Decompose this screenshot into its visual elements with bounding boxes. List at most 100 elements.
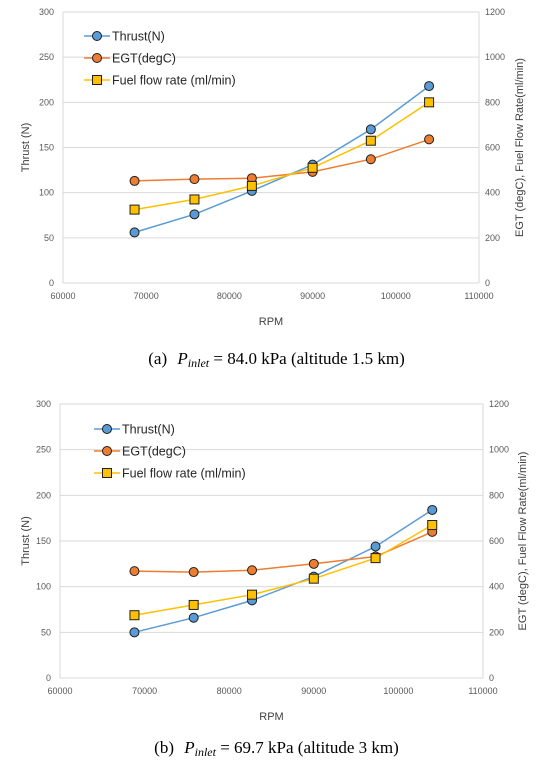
chart-a-ytick-right: 600 [485, 143, 500, 153]
chart-a-series-line-fuel [134, 101, 430, 211]
chart-a-point-thrust [189, 209, 200, 220]
chart-a-ytick-right: 1000 [485, 52, 505, 62]
chart-a-svg: 0 50 100 150 200 250 300 0 200 400 600 800 1000 1200 6… [20, 7, 526, 328]
chart-b-point-thrust [129, 627, 140, 638]
chart-a-ytick-left: 300 [39, 7, 54, 17]
chart-a-ylabel-left: Thrust (N) [20, 123, 32, 173]
chart-a-point-fuel [365, 135, 376, 146]
chart-b-ytick-left: 0 [46, 673, 51, 683]
chart-b-ytick-right: 1200 [489, 399, 509, 409]
chart-a-point-fuel [129, 204, 140, 215]
chart-b-ytick-left: 300 [36, 399, 51, 409]
chart-panel-b: 0 50 100 150 200 250 300 0 200 400 600 800 1000 1200 6… [0, 393, 553, 733]
chart-b-point-fuel [188, 599, 199, 610]
chart-a-point-fuel [189, 194, 200, 205]
chart-b-ytick-right: 600 [489, 536, 504, 546]
chart-a-point-fuel [424, 97, 435, 108]
chart-b-series-line-fuel [134, 524, 433, 616]
chart-a-xtick: 80000 [217, 291, 242, 301]
chart-b-legend-label: EGT(degC) [122, 445, 186, 459]
caption-b-symbol: P [184, 738, 195, 757]
chart-b-legend-label: Thrust(N) [122, 423, 175, 437]
chart-a-xtick: 110000 [464, 291, 493, 301]
chart-a-legend-marker [92, 75, 102, 85]
chart-b-point-thrust [370, 541, 381, 552]
chart-b-point-egt [247, 565, 258, 576]
chart-b-ytick-left: 250 [36, 445, 51, 455]
caption-b-subscript: inlet [194, 745, 216, 759]
chart-b-legend-marker [102, 468, 112, 478]
chart-b-series-line-thrust [134, 509, 433, 634]
chart-b-ytick-right: 200 [489, 627, 504, 637]
chart-a-legend-label: EGT(degC) [112, 52, 176, 66]
chart-b-ytick-left: 200 [36, 490, 51, 500]
chart-b-xlabel: RPM [259, 711, 283, 723]
chart-a-legend-label: Thrust(N) [112, 30, 165, 44]
chart-b-ytick-left: 100 [36, 582, 51, 592]
caption-b: (b) Pinlet = 69.7 kPa (altitude 3 km) [0, 738, 553, 760]
chart-b-point-egt [129, 566, 140, 577]
caption-b-text: = 69.7 kPa (altitude 3 km) [220, 738, 399, 757]
chart-b-xtick: 80000 [217, 686, 242, 696]
chart-a-ytick-right: 400 [485, 188, 500, 198]
chart-a-ytick-left: 200 [39, 97, 54, 107]
chart-b-point-fuel [427, 520, 438, 531]
caption-b-label: (b) [154, 738, 174, 757]
chart-b-point-fuel [129, 610, 140, 621]
chart-b-ylabel-left: Thrust (N) [20, 516, 32, 566]
caption-a-text: = 84.0 kPa (altitude 1.5 km) [213, 349, 405, 368]
chart-a-ytick-left: 0 [49, 278, 54, 288]
chart-a-ytick-left: 150 [39, 143, 54, 153]
chart-a-xtick: 100000 [381, 291, 411, 301]
chart-b-xtick: 100000 [383, 686, 413, 696]
chart-a-xtick: 60000 [50, 291, 75, 301]
chart-b-xtick: 60000 [47, 686, 72, 696]
chart-b-point-egt [308, 558, 319, 569]
chart-b-xtick: 70000 [132, 686, 157, 696]
chart-a-ytick-left: 100 [39, 188, 54, 198]
chart-a-point-thrust [129, 227, 140, 238]
chart-b-ylabel-right: EGT (degC), Fuel Flow Rate(ml/min) [517, 452, 529, 631]
chart-b-legend-marker [102, 424, 112, 434]
chart-b-point-thrust [427, 504, 438, 515]
chart-a-ytick-left: 50 [44, 233, 54, 243]
chart-a-ytick-left: 250 [39, 52, 54, 62]
chart-a-xtick: 70000 [134, 291, 159, 301]
chart-b-xtick: 110000 [468, 686, 497, 696]
chart-b-point-fuel [370, 553, 381, 564]
chart-b-ytick-right: 0 [489, 673, 494, 683]
chart-b-point-fuel [308, 573, 319, 584]
chart-a-series-line-egt [134, 138, 430, 182]
chart-b-ytick-right: 1000 [489, 445, 509, 455]
chart-a-point-egt [189, 174, 200, 185]
chart-a-ylabel-right: EGT (degC), Fuel Flow Rate(ml/min) [514, 58, 526, 237]
chart-a-ytick-right: 0 [485, 278, 490, 288]
chart-b-point-fuel [247, 589, 258, 600]
chart-a-legend-marker [92, 31, 102, 41]
caption-a-subscript: inlet [187, 356, 210, 370]
chart-a-ytick-right: 800 [485, 97, 500, 107]
caption-a-symbol: P [177, 349, 188, 368]
chart-a-legend-marker [92, 53, 102, 63]
chart-b-svg: 0 50 100 150 200 250 300 0 200 400 600 800 1000 1200 6… [20, 399, 529, 723]
chart-b-point-egt [188, 567, 199, 578]
chart-a-ytick-right: 200 [485, 233, 500, 243]
chart-a-point-fuel [307, 162, 318, 173]
chart-b-ytick-left: 50 [41, 627, 51, 637]
chart-b-ytick-left: 150 [36, 536, 51, 546]
chart-a-point-egt [424, 134, 435, 145]
chart-a-xlabel: RPM [259, 316, 283, 328]
chart-a-point-egt [129, 175, 140, 186]
chart-panel-a: 0 50 100 150 200 250 300 0 200 400 600 800 1000 1200 6… [0, 0, 553, 340]
chart-b-ytick-right: 400 [489, 582, 504, 592]
chart-b-legend-label: Fuel flow rate (ml/min) [122, 467, 246, 481]
chart-a-legend-label: Fuel flow rate (ml/min) [112, 74, 236, 88]
chart-a-ytick-right: 1200 [485, 7, 505, 17]
chart-a-point-fuel [246, 180, 257, 191]
chart-a-point-thrust [365, 124, 376, 135]
chart-b-ytick-right: 800 [489, 490, 504, 500]
caption-a-label: (a) [148, 349, 168, 368]
chart-a-point-egt [365, 154, 376, 165]
chart-b-xtick: 90000 [301, 686, 326, 696]
caption-a: (a) Pinlet = 84.0 kPa (altitude 1.5 km) [0, 349, 553, 371]
